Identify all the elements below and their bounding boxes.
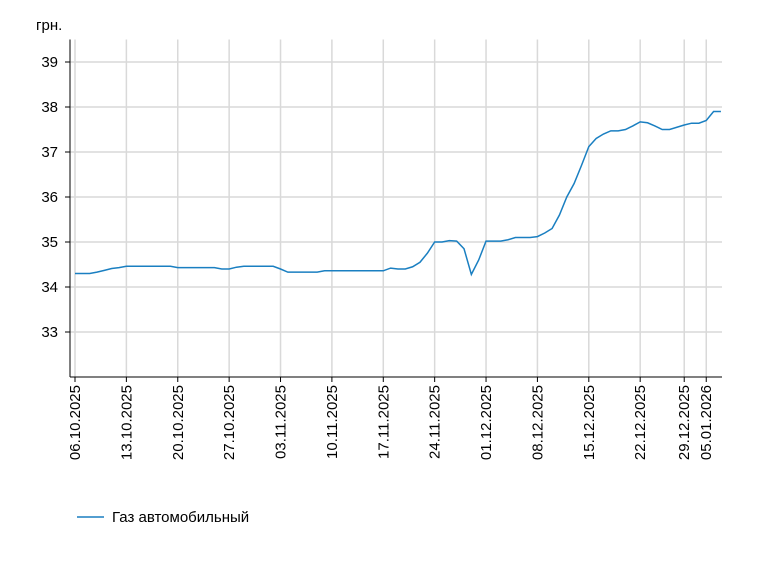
x-tick-label: 20.10.2025: [170, 385, 187, 460]
y-tick-label: 39: [41, 54, 58, 71]
y-tick-label: 33: [41, 324, 58, 341]
x-tick-label: 27.10.2025: [221, 385, 238, 460]
y-tick-label: 37: [41, 144, 58, 161]
x-tick-label: 06.10.2025: [67, 385, 84, 460]
y-tick-label: 36: [41, 189, 58, 206]
y-tick-label: 38: [41, 99, 58, 116]
x-tick-label: 01.12.2025: [478, 385, 495, 460]
y-tick-label: 34: [41, 279, 58, 296]
x-tick-label: 13.10.2025: [118, 385, 135, 460]
legend-label: Газ автомобильный: [112, 509, 249, 526]
x-tick-label: 15.12.2025: [581, 385, 598, 460]
x-tick-label: 17.11.2025: [375, 385, 392, 459]
x-tick-label: 08.12.2025: [529, 385, 546, 460]
x-tick-label: 24.11.2025: [427, 385, 444, 459]
y-tick-label: 35: [41, 234, 58, 251]
series-line: [75, 110, 721, 277]
x-tick-label: 05.01.2026: [698, 385, 715, 460]
y-unit: грн.: [36, 17, 62, 34]
x-tick-label: 22.12.2025: [632, 385, 649, 460]
x-tick-label: 10.11.2025: [324, 385, 341, 459]
x-tick-label: 03.11.2025: [273, 385, 290, 459]
x-tick-label: 29.12.2025: [676, 385, 693, 460]
